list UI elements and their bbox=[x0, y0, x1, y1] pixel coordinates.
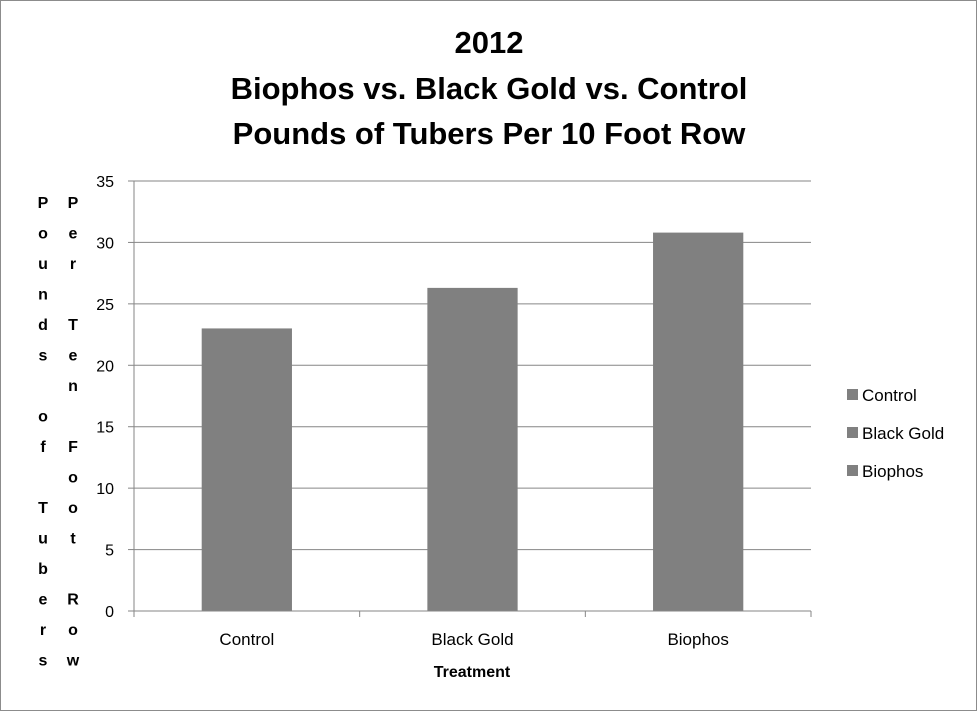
y-tick-label: 30 bbox=[96, 235, 114, 252]
chart-title-line: Pounds of Tubers Per 10 Foot Row bbox=[233, 116, 747, 151]
legend-swatch bbox=[847, 427, 858, 438]
y-tick-label: 5 bbox=[105, 543, 114, 560]
legend-label: Control bbox=[862, 386, 917, 405]
y-tick-label: 15 bbox=[96, 420, 114, 437]
x-tick-label: Black Gold bbox=[431, 630, 513, 649]
chart-title-line: 2012 bbox=[455, 25, 524, 60]
x-tick-labels: Control Black Gold Biophos bbox=[219, 630, 728, 649]
chart-title: 2012 Biophos vs. Black Gold vs. Control Po… bbox=[231, 25, 748, 151]
y-tick-label: 35 bbox=[96, 174, 114, 191]
x-axis-title: Treatment bbox=[434, 664, 511, 681]
legend-swatch bbox=[847, 389, 858, 400]
y-tick-label: 20 bbox=[96, 358, 114, 375]
y-tick-labels: 0 5 10 15 20 25 30 35 bbox=[96, 174, 114, 621]
bars bbox=[201, 232, 744, 611]
legend-label: Biophos bbox=[862, 462, 923, 481]
legend-swatch bbox=[847, 465, 858, 476]
legend-label: Black Gold bbox=[862, 424, 944, 443]
bar bbox=[201, 328, 292, 611]
bar bbox=[427, 287, 518, 611]
chart-title-line: Biophos vs. Black Gold vs. Control bbox=[231, 71, 748, 106]
x-tick-label: Control bbox=[219, 630, 274, 649]
y-tick-label: 0 bbox=[105, 604, 114, 621]
axes bbox=[133, 181, 812, 617]
y-tick-label: 10 bbox=[96, 481, 114, 498]
bar bbox=[653, 232, 744, 611]
x-tick-label: Biophos bbox=[667, 630, 728, 649]
y-tick-label: 25 bbox=[96, 297, 114, 314]
legend: Control Black Gold Biophos bbox=[847, 386, 944, 481]
